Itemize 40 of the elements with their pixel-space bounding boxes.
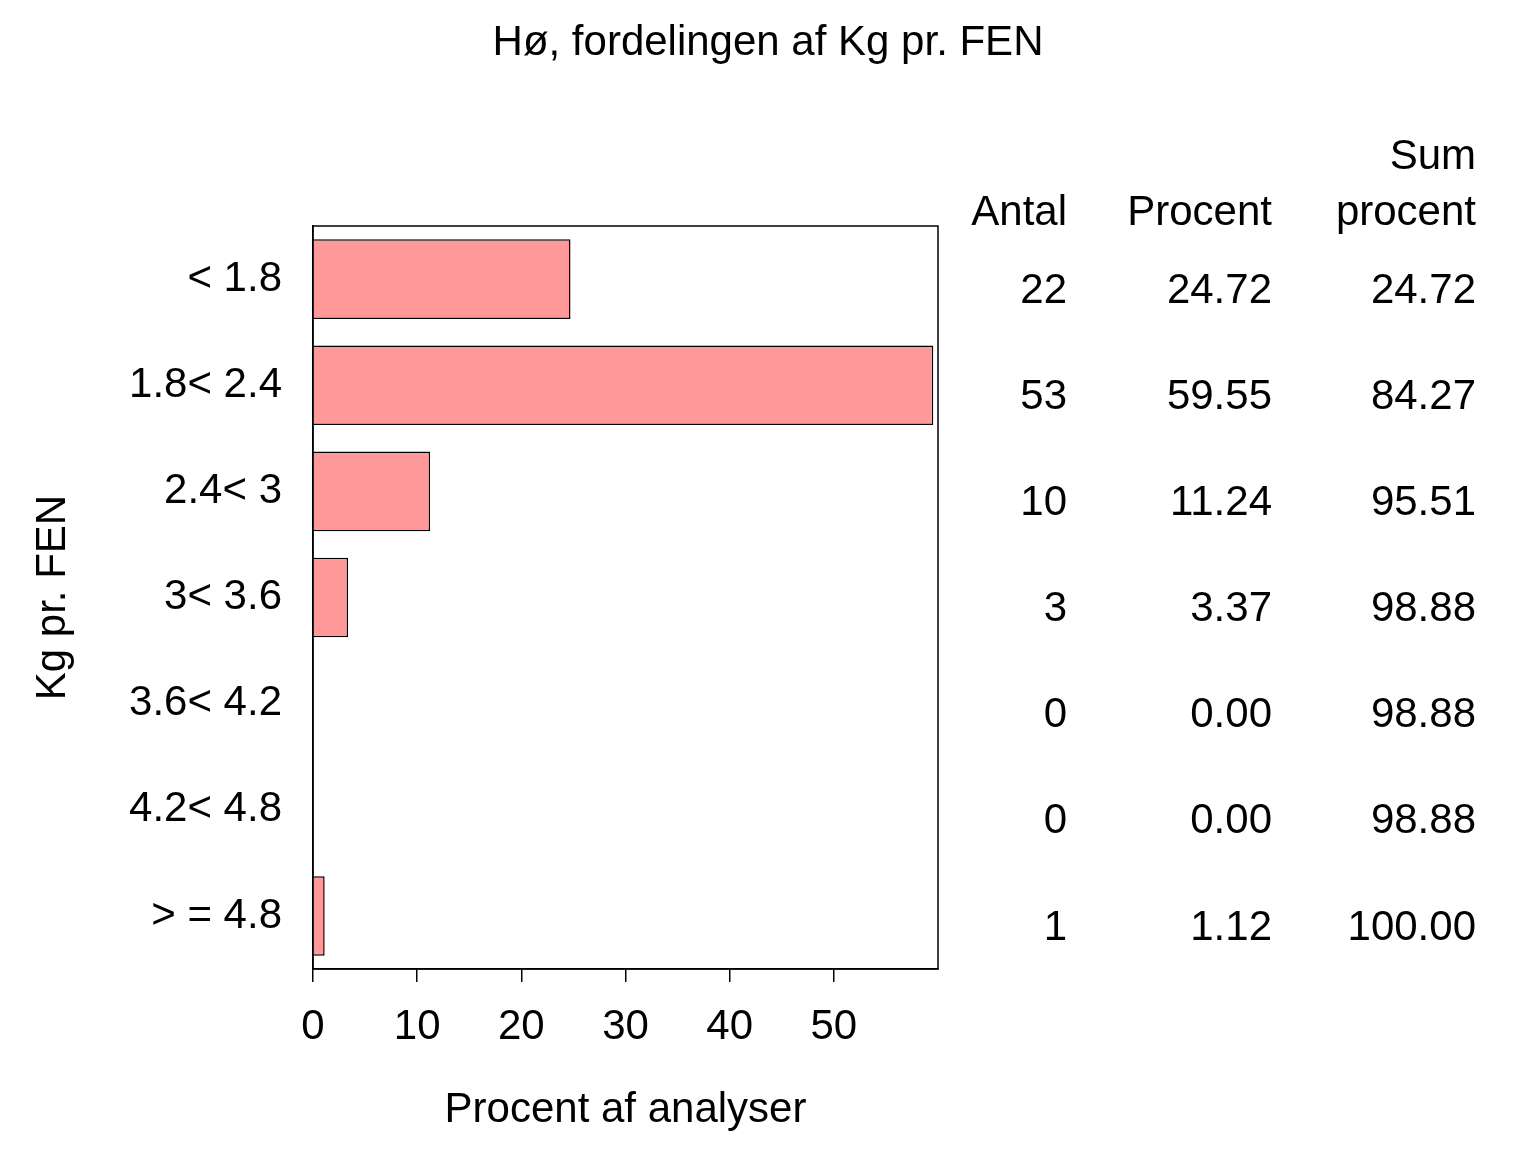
- text: 22: [1020, 264, 1067, 312]
- data-label: 11.24: [1170, 476, 1272, 524]
- text: 0: [1043, 795, 1067, 843]
- text: 3: [1043, 583, 1067, 631]
- chart-title: Hø, fordelingen af Kg pr. FEN: [492, 17, 1044, 64]
- data-label: 0.00: [1190, 795, 1272, 843]
- text: 0: [1043, 689, 1067, 737]
- data-label: 59.55: [1166, 370, 1272, 418]
- y-axis-title: Kg pr. FEN: [26, 494, 74, 701]
- text: Antal: [971, 187, 1067, 234]
- x-tick-label: 20: [497, 1000, 545, 1048]
- y-tick-label: 4.2< 4.8: [129, 783, 282, 831]
- y-tick-label: 3.6< 4.2: [129, 677, 282, 725]
- y-tick-label: 3< 3.6: [164, 571, 282, 619]
- text: 1: [1043, 901, 1067, 949]
- text: Procent: [1127, 187, 1273, 234]
- y-tick-label: 2.4< 3: [164, 464, 282, 512]
- x-tick-label: 0: [301, 1000, 325, 1048]
- x-tick-label: 30: [602, 1000, 649, 1048]
- x-tick-label: 50: [810, 1000, 858, 1048]
- text: 95.51: [1370, 476, 1476, 524]
- text: 98.88: [1370, 795, 1476, 843]
- y-tick-label: < 1.8: [187, 252, 282, 300]
- text: 100.00: [1347, 901, 1476, 949]
- text: 53: [1020, 370, 1067, 418]
- x-tick-label: 10: [393, 1000, 441, 1048]
- data-label: 0.00: [1190, 689, 1272, 737]
- text: 98.88: [1370, 583, 1476, 631]
- text: 24.72: [1370, 264, 1476, 312]
- text: 10: [1020, 476, 1067, 524]
- data-label: 3.37: [1190, 583, 1272, 631]
- text: Sum procent: [1335, 131, 1477, 234]
- text: 98.88: [1370, 689, 1476, 737]
- x-axis-title: Procent af analyser: [444, 1084, 807, 1132]
- x-tick-label: 40: [706, 1000, 754, 1048]
- y-tick-label: 1.8< 2.4: [129, 358, 282, 406]
- y-tick-label: > = 4.8: [151, 889, 282, 937]
- data-label: 24.72: [1166, 264, 1272, 312]
- data-label: 1.12: [1190, 901, 1272, 949]
- text: 84.27: [1370, 370, 1476, 418]
